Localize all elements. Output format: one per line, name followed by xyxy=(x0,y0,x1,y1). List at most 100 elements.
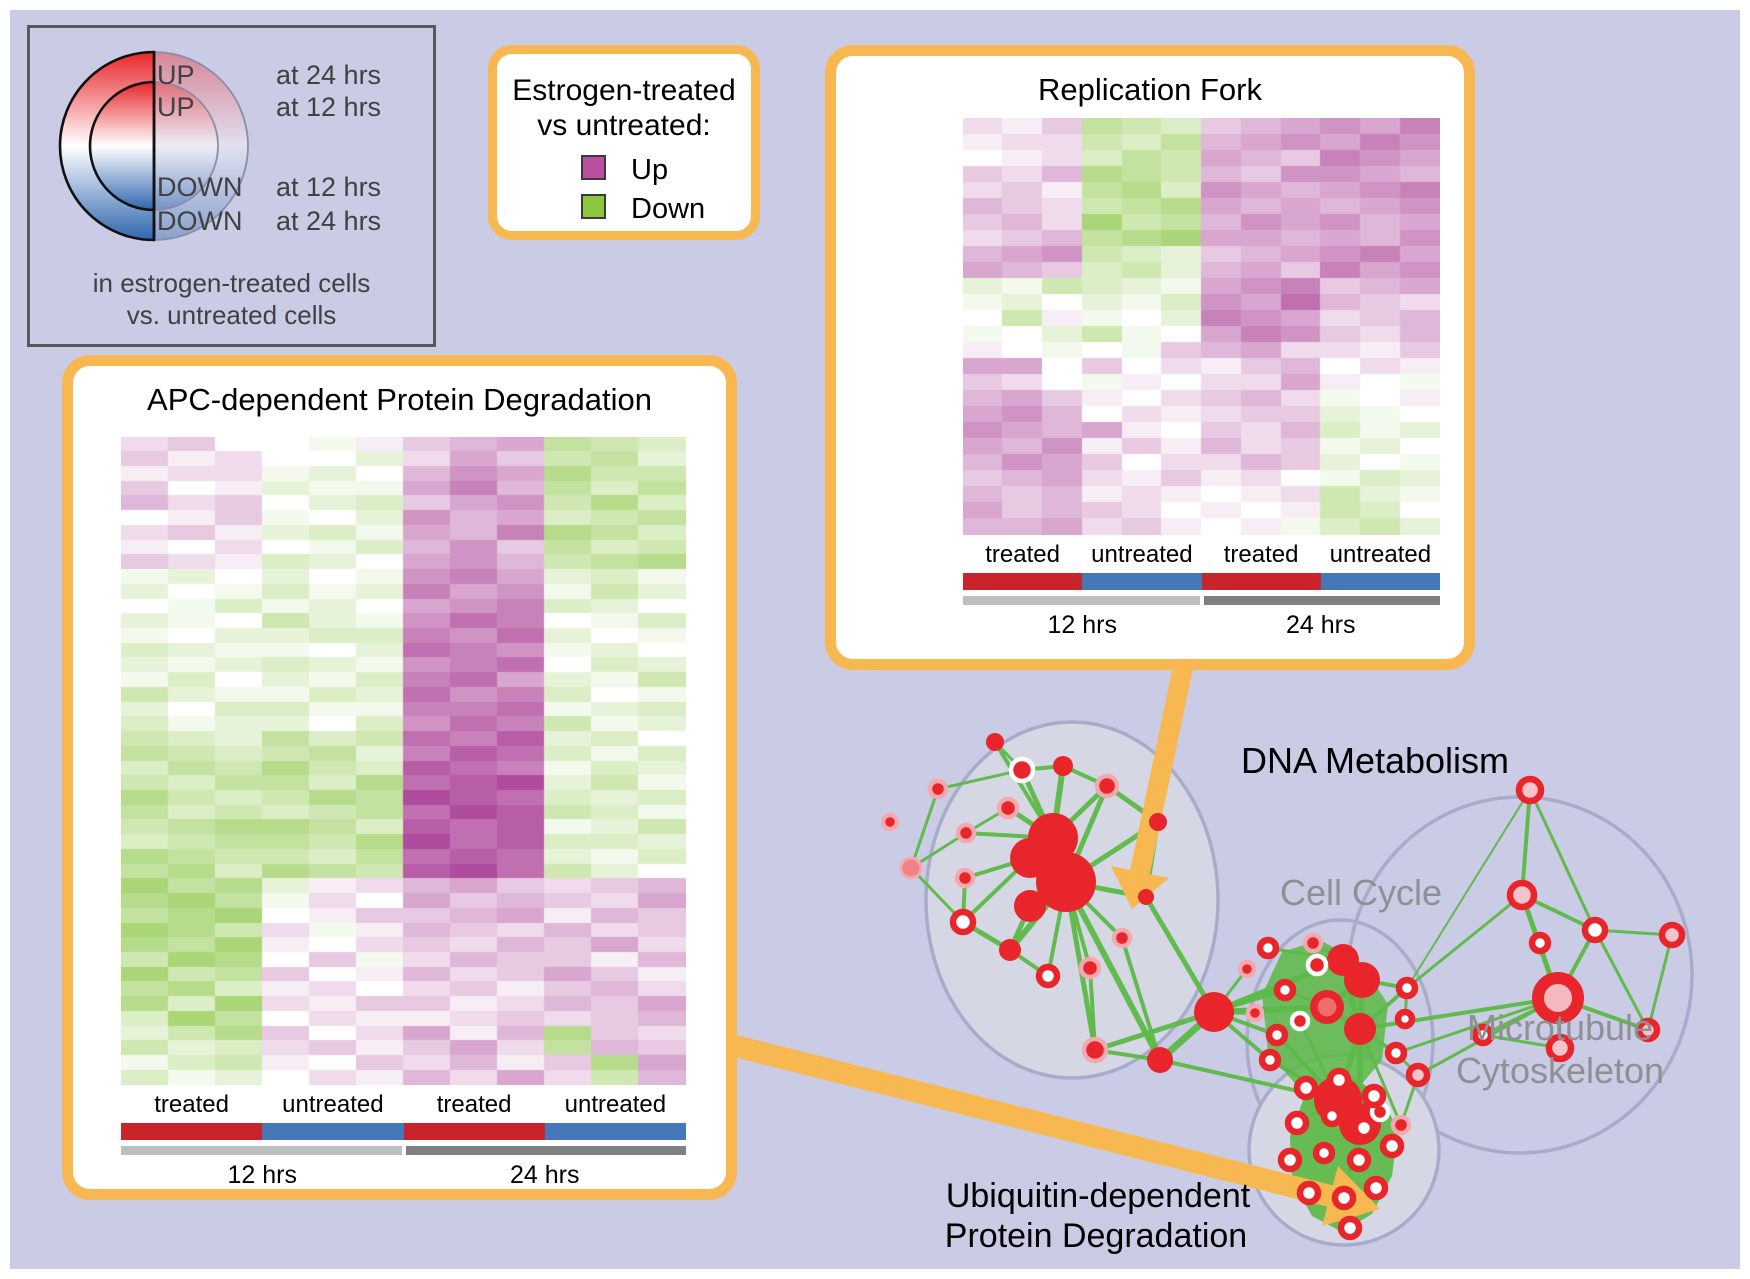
dna-metabolism-label: DNA Metabolism xyxy=(1241,740,1509,781)
network-edge-81 xyxy=(1528,789,1597,931)
gene-node-43 xyxy=(1390,1114,1412,1136)
network-edge-30 xyxy=(937,768,1023,791)
replication-fork-panel: Replication Fork treated untreated treated… xyxy=(825,45,1475,670)
gene-node-31 xyxy=(1344,962,1380,998)
gene-node-60 xyxy=(1312,1141,1336,1165)
gene-node-1 xyxy=(1053,756,1073,776)
gene-node-53 xyxy=(1293,1075,1319,1101)
condition-label-treated-0: treated xyxy=(154,1091,229,1118)
apc-heatmap-panel: APC-dependent Protein Degradation treate… xyxy=(62,355,737,1200)
gene-node-59 xyxy=(1277,1147,1303,1173)
gene-node-66 xyxy=(1337,1215,1363,1241)
condition-bar-0 xyxy=(963,573,1083,590)
condition-label-treated-0: treated xyxy=(985,541,1060,568)
gene-node-9 xyxy=(1036,852,1096,912)
gene-node-15 xyxy=(1078,956,1102,980)
annotation-arrow-shaft-0 xyxy=(1130,655,1195,875)
condition-label-untreated-3: untreated xyxy=(1329,541,1432,568)
ring-legend-time-2: at 12 hrs xyxy=(276,172,382,202)
gene-node-55 xyxy=(1361,1083,1387,1109)
time-label-24hrs: 24 hrs xyxy=(510,1161,580,1189)
gene-node-51 xyxy=(1658,921,1686,949)
gene-node-47 xyxy=(1528,931,1552,955)
gene-node-64 xyxy=(1331,1185,1357,1211)
network-edge-75 xyxy=(1406,789,1531,989)
network-edge-88 xyxy=(1646,934,1674,1031)
network-edge-27 xyxy=(1063,880,1163,1062)
gene-node-48 xyxy=(1532,972,1584,1024)
apc-panel-title: APC-dependent Protein Degradation xyxy=(147,382,652,417)
network-edge-92 xyxy=(1593,929,1650,1031)
ring-legend-direction-1: UP xyxy=(157,92,195,122)
gene-node-22 xyxy=(1194,992,1234,1032)
gene-node-37 xyxy=(1289,1010,1311,1032)
gene-node-4 xyxy=(996,796,1020,820)
time-bar-24hrs xyxy=(1203,596,1440,605)
gene-node-57 xyxy=(1320,1104,1344,1128)
gene-node-16 xyxy=(1111,927,1133,949)
gene-node-27 xyxy=(1258,1048,1282,1072)
gene-node-28 xyxy=(1302,932,1324,954)
gene-node-41 xyxy=(1405,1062,1431,1088)
gene-node-29 xyxy=(1237,959,1257,979)
ring-color-legend: UP at 24 hrs UP at 12 hrs DOWN at 12 hrs DOWN a… xyxy=(27,25,436,347)
ring-legend-time-1: at 12 hrs xyxy=(276,92,382,122)
gene-node-2 xyxy=(1094,773,1120,799)
network-edge-42 xyxy=(1094,1009,1215,1053)
gene-node-56 xyxy=(1284,1110,1310,1136)
condition-label-untreated-1: untreated xyxy=(1091,541,1193,568)
condition-bar-3 xyxy=(544,1123,686,1140)
gene-node-21 xyxy=(1147,1047,1173,1073)
condition-label-treated-2: treated xyxy=(1223,541,1299,568)
gene-node-3 xyxy=(1149,813,1167,831)
gene-node-17 xyxy=(1138,889,1154,905)
gene-node-24 xyxy=(1273,978,1297,1002)
network-edge-76 xyxy=(1406,893,1523,990)
network-edge-31 xyxy=(909,788,940,869)
legend-label-down: Down xyxy=(631,193,706,225)
gene-node-7 xyxy=(954,867,976,889)
microtubule-label-line2: Cytoskeleton xyxy=(1456,1050,1664,1091)
network-edge-23 xyxy=(1120,937,1162,1061)
gene-node-23 xyxy=(1256,936,1280,960)
condition-bar-0 xyxy=(121,1123,263,1140)
apc-heatmap xyxy=(121,437,686,1085)
gene-node-5 xyxy=(955,822,977,844)
updown-legend: Estrogen-treated vs untreated: Up Down xyxy=(488,45,760,240)
rf-heatmap xyxy=(963,118,1440,535)
gene-node-50 xyxy=(1545,1033,1575,1063)
time-bar-24hrs xyxy=(405,1146,686,1155)
time-label-12hrs: 12 hrs xyxy=(227,1161,297,1189)
ring-legend-direction-2: DOWN xyxy=(157,172,243,202)
network-edge-80 xyxy=(1520,789,1532,896)
gene-node-6 xyxy=(899,856,923,880)
gene-node-36 xyxy=(1305,953,1329,977)
ring-legend-time-3: at 24 hrs xyxy=(276,206,382,236)
ubiquitin-label-line2: Protein Degradation xyxy=(945,1217,1247,1255)
ring-legend-direction-0: UP xyxy=(157,60,195,90)
gene-node-38 xyxy=(1395,976,1419,1000)
condition-label-untreated-1: untreated xyxy=(282,1091,384,1118)
time-label-24hrs: 24 hrs xyxy=(1286,611,1356,639)
network-edge-79 xyxy=(1359,996,1559,1031)
gene-node-58 xyxy=(1351,1115,1377,1141)
microtubule-label-line1: Microtubule xyxy=(1467,1007,1653,1048)
gene-node-20 xyxy=(1081,1036,1109,1064)
gene-node-54 xyxy=(1326,1067,1352,1093)
gene-node-44 xyxy=(1515,775,1545,805)
time-label-12hrs: 12 hrs xyxy=(1047,611,1117,639)
annotation-arrow-head-0 xyxy=(1111,866,1169,909)
condition-label-untreated-3: untreated xyxy=(564,1091,667,1118)
gene-node-45 xyxy=(1506,879,1538,911)
time-bar-12hrs xyxy=(121,1146,402,1155)
gene-node-0 xyxy=(1008,756,1036,784)
gene-node-46 xyxy=(1581,916,1609,944)
rf-panel-title: Replication Fork xyxy=(1038,72,1262,107)
gene-node-18 xyxy=(986,733,1004,751)
gene-node-49 xyxy=(1635,1017,1661,1043)
gene-node-26 xyxy=(1265,1023,1289,1047)
legend-label-up: Up xyxy=(631,154,669,186)
gene-node-13 xyxy=(999,939,1021,961)
gene-node-32-core xyxy=(1317,997,1337,1017)
